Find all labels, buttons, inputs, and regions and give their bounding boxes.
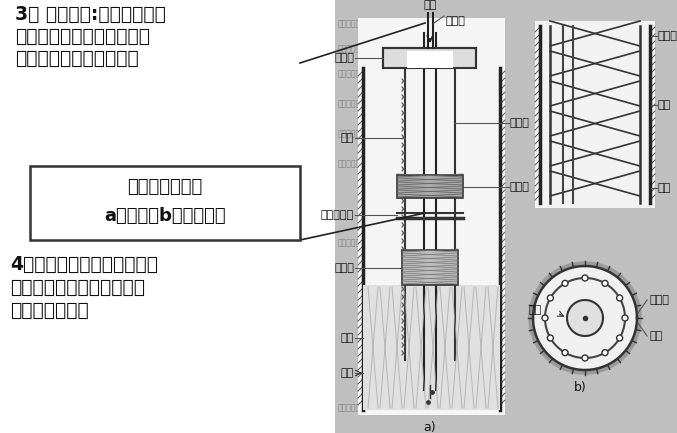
- Text: 反力帽: 反力帽: [334, 53, 354, 63]
- Text: 铅丝防滑环: 铅丝防滑环: [321, 210, 354, 220]
- Bar: [363, 285, 500, 410]
- Point: [422, 398, 433, 405]
- Bar: [0, 0, 335, 433]
- Circle shape: [602, 349, 608, 355]
- Text: 为主的化学灌浆: 为主的化学灌浆: [10, 301, 89, 320]
- Text: 孔壁: 孔壁: [649, 331, 662, 341]
- Text: 止浆塞: 止浆塞: [334, 263, 354, 273]
- Text: 3、 桩侧压浆:破坏和消除泥: 3、 桩侧压浆:破坏和消除泥: [15, 5, 166, 24]
- Text: 孔壁: 孔壁: [658, 183, 672, 193]
- Bar: [335, 0, 677, 433]
- Text: 土粘结力，提高侧摩阻力: 土粘结力，提高侧摩阻力: [15, 49, 139, 68]
- Bar: [358, 18, 505, 415]
- Text: 花管: 花管: [341, 133, 354, 143]
- Point: [427, 388, 437, 395]
- Circle shape: [602, 280, 608, 286]
- Text: a): a): [424, 421, 436, 433]
- Text: 浓处高的形成处理0.035~0.1。钢: 浓处高的形成处理0.035~0.1。钢: [338, 43, 424, 52]
- Polygon shape: [529, 262, 641, 374]
- Text: 效效处结，经035~0.20高效处理: 效效处结，经035~0.20高效处理: [338, 128, 422, 137]
- Circle shape: [582, 355, 588, 361]
- Bar: [402, 250, 458, 285]
- Text: 橡皮箍: 橡皮箍: [510, 182, 530, 192]
- Bar: [383, 48, 476, 68]
- Circle shape: [622, 315, 628, 321]
- Text: 4、压浆修补桩的缺损部位：: 4、压浆修补桩的缺损部位：: [10, 255, 158, 274]
- Text: 为技术的经过效益是最高等的。技术的经过: 为技术的经过效益是最高等的。技术的经过: [338, 403, 426, 412]
- Text: 钢筋笼: 钢筋笼: [649, 295, 669, 305]
- Polygon shape: [533, 266, 637, 370]
- Circle shape: [562, 349, 568, 355]
- Text: 为新粒土（浆液主：0.0min）检验钢筋图案结果: 为新粒土（浆液主：0.0min）检验钢筋图案结果: [338, 18, 448, 27]
- Text: 压浆管: 压浆管: [445, 16, 465, 26]
- Bar: [535, 21, 655, 208]
- Circle shape: [617, 335, 623, 341]
- Text: 桩侧压浆示意图: 桩侧压浆示意图: [127, 178, 202, 196]
- Text: 经效处理，特例大1.0-.035~0.21: 经效处理，特例大1.0-.035~0.21: [338, 98, 430, 107]
- Text: 孔眼: 孔眼: [341, 333, 354, 343]
- Text: 花管: 花管: [529, 305, 542, 315]
- Text: 浆液: 浆液: [423, 0, 437, 10]
- Text: 灌浆材料主要以环氧树脂类: 灌浆材料主要以环氧树脂类: [10, 278, 145, 297]
- Circle shape: [542, 315, 548, 321]
- Polygon shape: [567, 300, 603, 336]
- Text: 花管: 花管: [658, 100, 672, 110]
- Text: 传力管: 传力管: [510, 118, 530, 128]
- Bar: [407, 51, 453, 68]
- Text: 皮，填充桩侧间隙，提高桩: 皮，填充桩侧间隙，提高桩: [15, 27, 150, 46]
- Text: 图案处理技术钢筋笼结构检验: 图案处理技术钢筋笼结构检验: [338, 238, 398, 247]
- Text: 浆液: 浆液: [341, 368, 354, 378]
- Text: a）装置；b）孔内布置: a）装置；b）孔内布置: [104, 207, 226, 225]
- Text: b): b): [573, 381, 586, 394]
- Bar: [30, 166, 300, 240]
- Circle shape: [548, 335, 553, 341]
- Circle shape: [562, 280, 568, 286]
- Circle shape: [548, 295, 553, 301]
- Bar: [397, 175, 463, 198]
- Text: 钢筋大经处理直达0.035~0.02m: 钢筋大经处理直达0.035~0.02m: [338, 158, 427, 167]
- Text: 钢筋笼: 钢筋笼: [658, 31, 677, 41]
- Circle shape: [582, 275, 588, 281]
- Circle shape: [617, 295, 623, 301]
- Text: 效应率的高达70~0.025-0.03%: 效应率的高达70~0.025-0.03%: [338, 68, 431, 77]
